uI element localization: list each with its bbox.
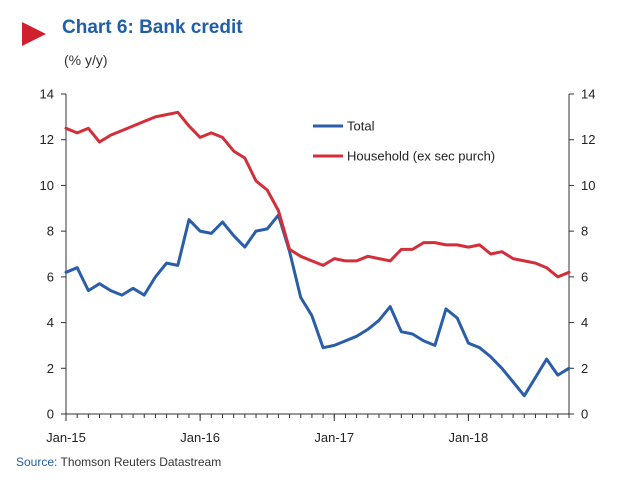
- x-tick-label: Jan-17: [314, 430, 354, 445]
- y-tick-label-right: 10: [581, 178, 595, 193]
- y-tick-label-left: 8: [47, 224, 54, 239]
- series-line-total: [64, 213, 571, 398]
- x-tick-label: Jan-18: [449, 430, 489, 445]
- y-tick-label-right: 14: [581, 87, 595, 102]
- chart-header: Chart 6: Bank credit (% y/y): [0, 0, 637, 90]
- source-note: Source: Thomson Reuters Datastream: [16, 455, 221, 469]
- chart-title: Chart 6: Bank credit: [62, 17, 243, 38]
- source-text: Thomson Reuters Datastream: [60, 455, 222, 469]
- chart-subtitle: (% y/y): [64, 52, 108, 68]
- y-tick-label-left: 2: [47, 361, 54, 376]
- x-tick-label: Jan-16: [180, 430, 220, 445]
- chart-axes: 0 0 2 2 4 4 6 6 8 8 10 10 12 12 14 14 Jan-15 Jan-16 Jan-17…: [40, 87, 596, 446]
- y-tick-label-left: 4: [47, 315, 54, 330]
- y-tick-label-right: 2: [581, 361, 588, 376]
- y-tick-label-right: 0: [581, 407, 588, 422]
- y-tick-label-right: 12: [581, 132, 595, 147]
- chart-series: [64, 110, 571, 398]
- y-tick-label-left: 10: [40, 178, 54, 193]
- legend-label-household: Household (ex sec purch): [347, 149, 495, 164]
- y-tick-label-right: 6: [581, 269, 588, 284]
- y-tick-label-left: 0: [47, 407, 54, 422]
- y-tick-label-left: 12: [40, 132, 54, 147]
- y-tick-label-right: 8: [581, 224, 588, 239]
- legend-label-total: Total: [347, 119, 375, 134]
- y-tick-label-left: 14: [40, 87, 54, 102]
- source-label: Source:: [16, 455, 58, 469]
- x-tick-label: Jan-15: [46, 430, 86, 445]
- series-line-household: [64, 110, 571, 279]
- triangle-marker-icon: [22, 22, 46, 46]
- y-tick-label-left: 6: [47, 269, 54, 284]
- y-tick-label-right: 4: [581, 315, 588, 330]
- chart-legend: Total Household (ex sec purch): [313, 119, 495, 164]
